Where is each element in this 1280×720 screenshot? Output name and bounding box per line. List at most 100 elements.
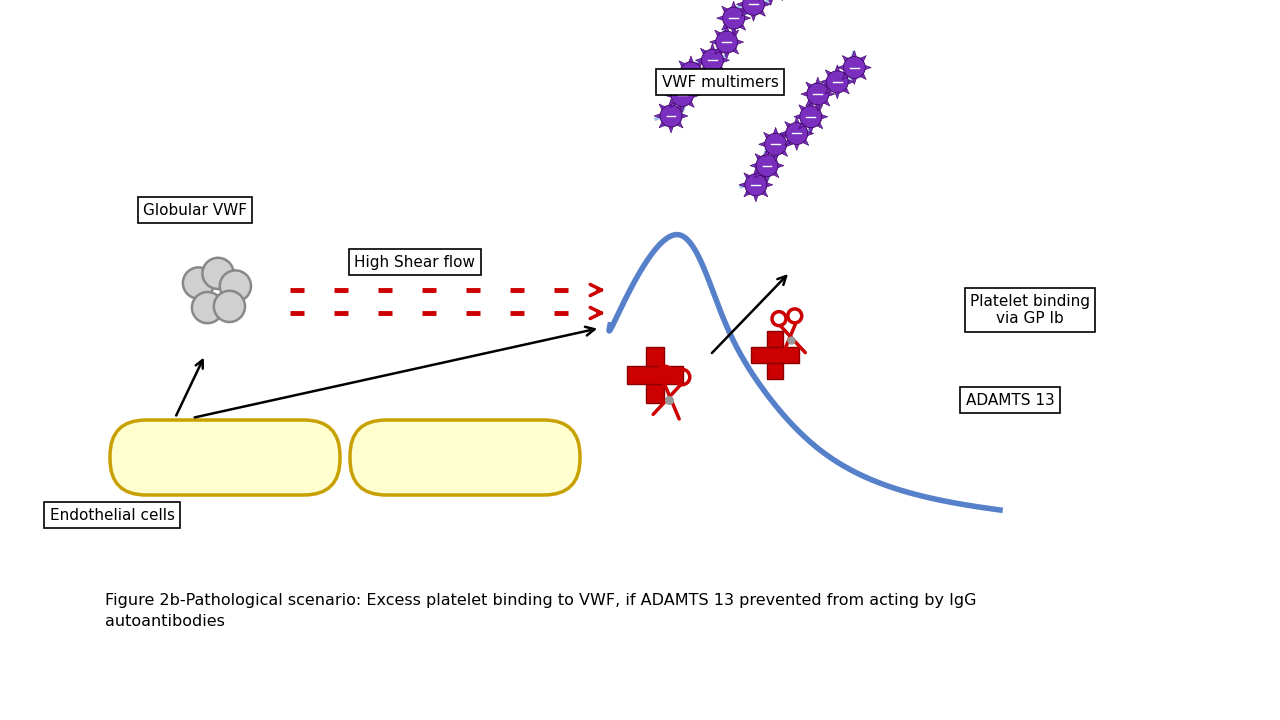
Polygon shape [806,82,812,88]
Polygon shape [740,24,746,30]
Polygon shape [732,29,736,35]
Text: ADAMTS 13: ADAMTS 13 [965,392,1055,408]
FancyBboxPatch shape [110,420,340,495]
Polygon shape [795,117,799,122]
Polygon shape [762,173,768,179]
Circle shape [745,174,767,196]
Polygon shape [817,123,823,129]
Polygon shape [700,48,707,54]
Polygon shape [785,122,791,127]
Polygon shape [844,88,850,94]
Polygon shape [701,71,708,75]
Polygon shape [824,100,829,106]
Polygon shape [837,66,844,70]
Polygon shape [689,84,692,90]
Circle shape [701,49,723,71]
Polygon shape [722,6,727,12]
Polygon shape [736,2,742,6]
Polygon shape [754,196,758,202]
Text: Figure 2b-Pathological scenario: Excess platelet binding to VWF, if ADAMTS 13 pr: Figure 2b-Pathological scenario: Excess … [105,593,977,608]
Circle shape [671,84,694,107]
Polygon shape [773,127,778,133]
Polygon shape [826,70,831,76]
Circle shape [723,7,745,29]
Polygon shape [778,163,783,168]
Text: High Shear flow: High Shear flow [355,254,475,269]
Polygon shape [698,79,703,85]
Text: VWF multimers: VWF multimers [662,74,778,89]
Polygon shape [719,66,724,72]
Polygon shape [809,127,813,134]
Circle shape [786,122,808,145]
Polygon shape [782,132,787,138]
Polygon shape [678,79,685,85]
Polygon shape [815,105,820,111]
Polygon shape [785,140,791,145]
Polygon shape [751,15,755,22]
Polygon shape [717,16,723,20]
Polygon shape [750,163,756,168]
Polygon shape [764,2,771,6]
Polygon shape [844,70,850,76]
Polygon shape [740,6,746,12]
Circle shape [806,83,829,105]
Polygon shape [669,127,673,133]
Polygon shape [654,114,660,118]
Circle shape [827,71,849,93]
Text: autoantibodies: autoantibodies [105,614,225,629]
Polygon shape [745,16,750,20]
Polygon shape [669,99,673,105]
Polygon shape [724,53,728,59]
Polygon shape [709,40,716,44]
Polygon shape [760,11,765,17]
Polygon shape [680,107,685,112]
Polygon shape [767,331,783,379]
Polygon shape [733,48,739,54]
Polygon shape [694,94,699,97]
Circle shape [202,258,234,289]
Polygon shape [852,50,856,57]
Polygon shape [795,145,799,150]
Polygon shape [799,123,805,129]
Polygon shape [755,153,760,159]
Circle shape [680,62,701,84]
Polygon shape [765,176,769,183]
Polygon shape [849,80,854,84]
Polygon shape [689,56,692,62]
Circle shape [756,155,778,176]
Polygon shape [627,366,684,384]
Polygon shape [865,66,872,70]
Polygon shape [733,30,739,36]
Polygon shape [767,183,773,187]
Polygon shape [723,58,730,63]
Polygon shape [695,58,701,63]
Polygon shape [698,60,703,66]
Polygon shape [724,25,728,31]
Polygon shape [678,60,685,66]
Circle shape [742,0,764,15]
Polygon shape [806,100,812,106]
Polygon shape [659,104,664,109]
Polygon shape [700,66,707,72]
Polygon shape [675,71,680,75]
Polygon shape [732,1,736,7]
Polygon shape [659,122,664,128]
Polygon shape [744,191,750,197]
Circle shape [192,292,223,323]
Polygon shape [671,84,676,89]
Polygon shape [646,347,664,403]
Polygon shape [714,30,721,36]
Polygon shape [689,84,694,89]
Polygon shape [677,122,684,128]
Polygon shape [754,168,758,174]
Polygon shape [764,132,769,138]
Text: Globular VWF: Globular VWF [143,202,247,217]
Circle shape [764,133,787,156]
Polygon shape [680,78,685,84]
Polygon shape [822,114,828,119]
Circle shape [214,291,244,322]
Polygon shape [666,94,671,97]
Polygon shape [824,82,829,88]
Text: Platelet binding
via GP Ib: Platelet binding via GP Ib [970,294,1091,326]
Polygon shape [744,173,750,179]
